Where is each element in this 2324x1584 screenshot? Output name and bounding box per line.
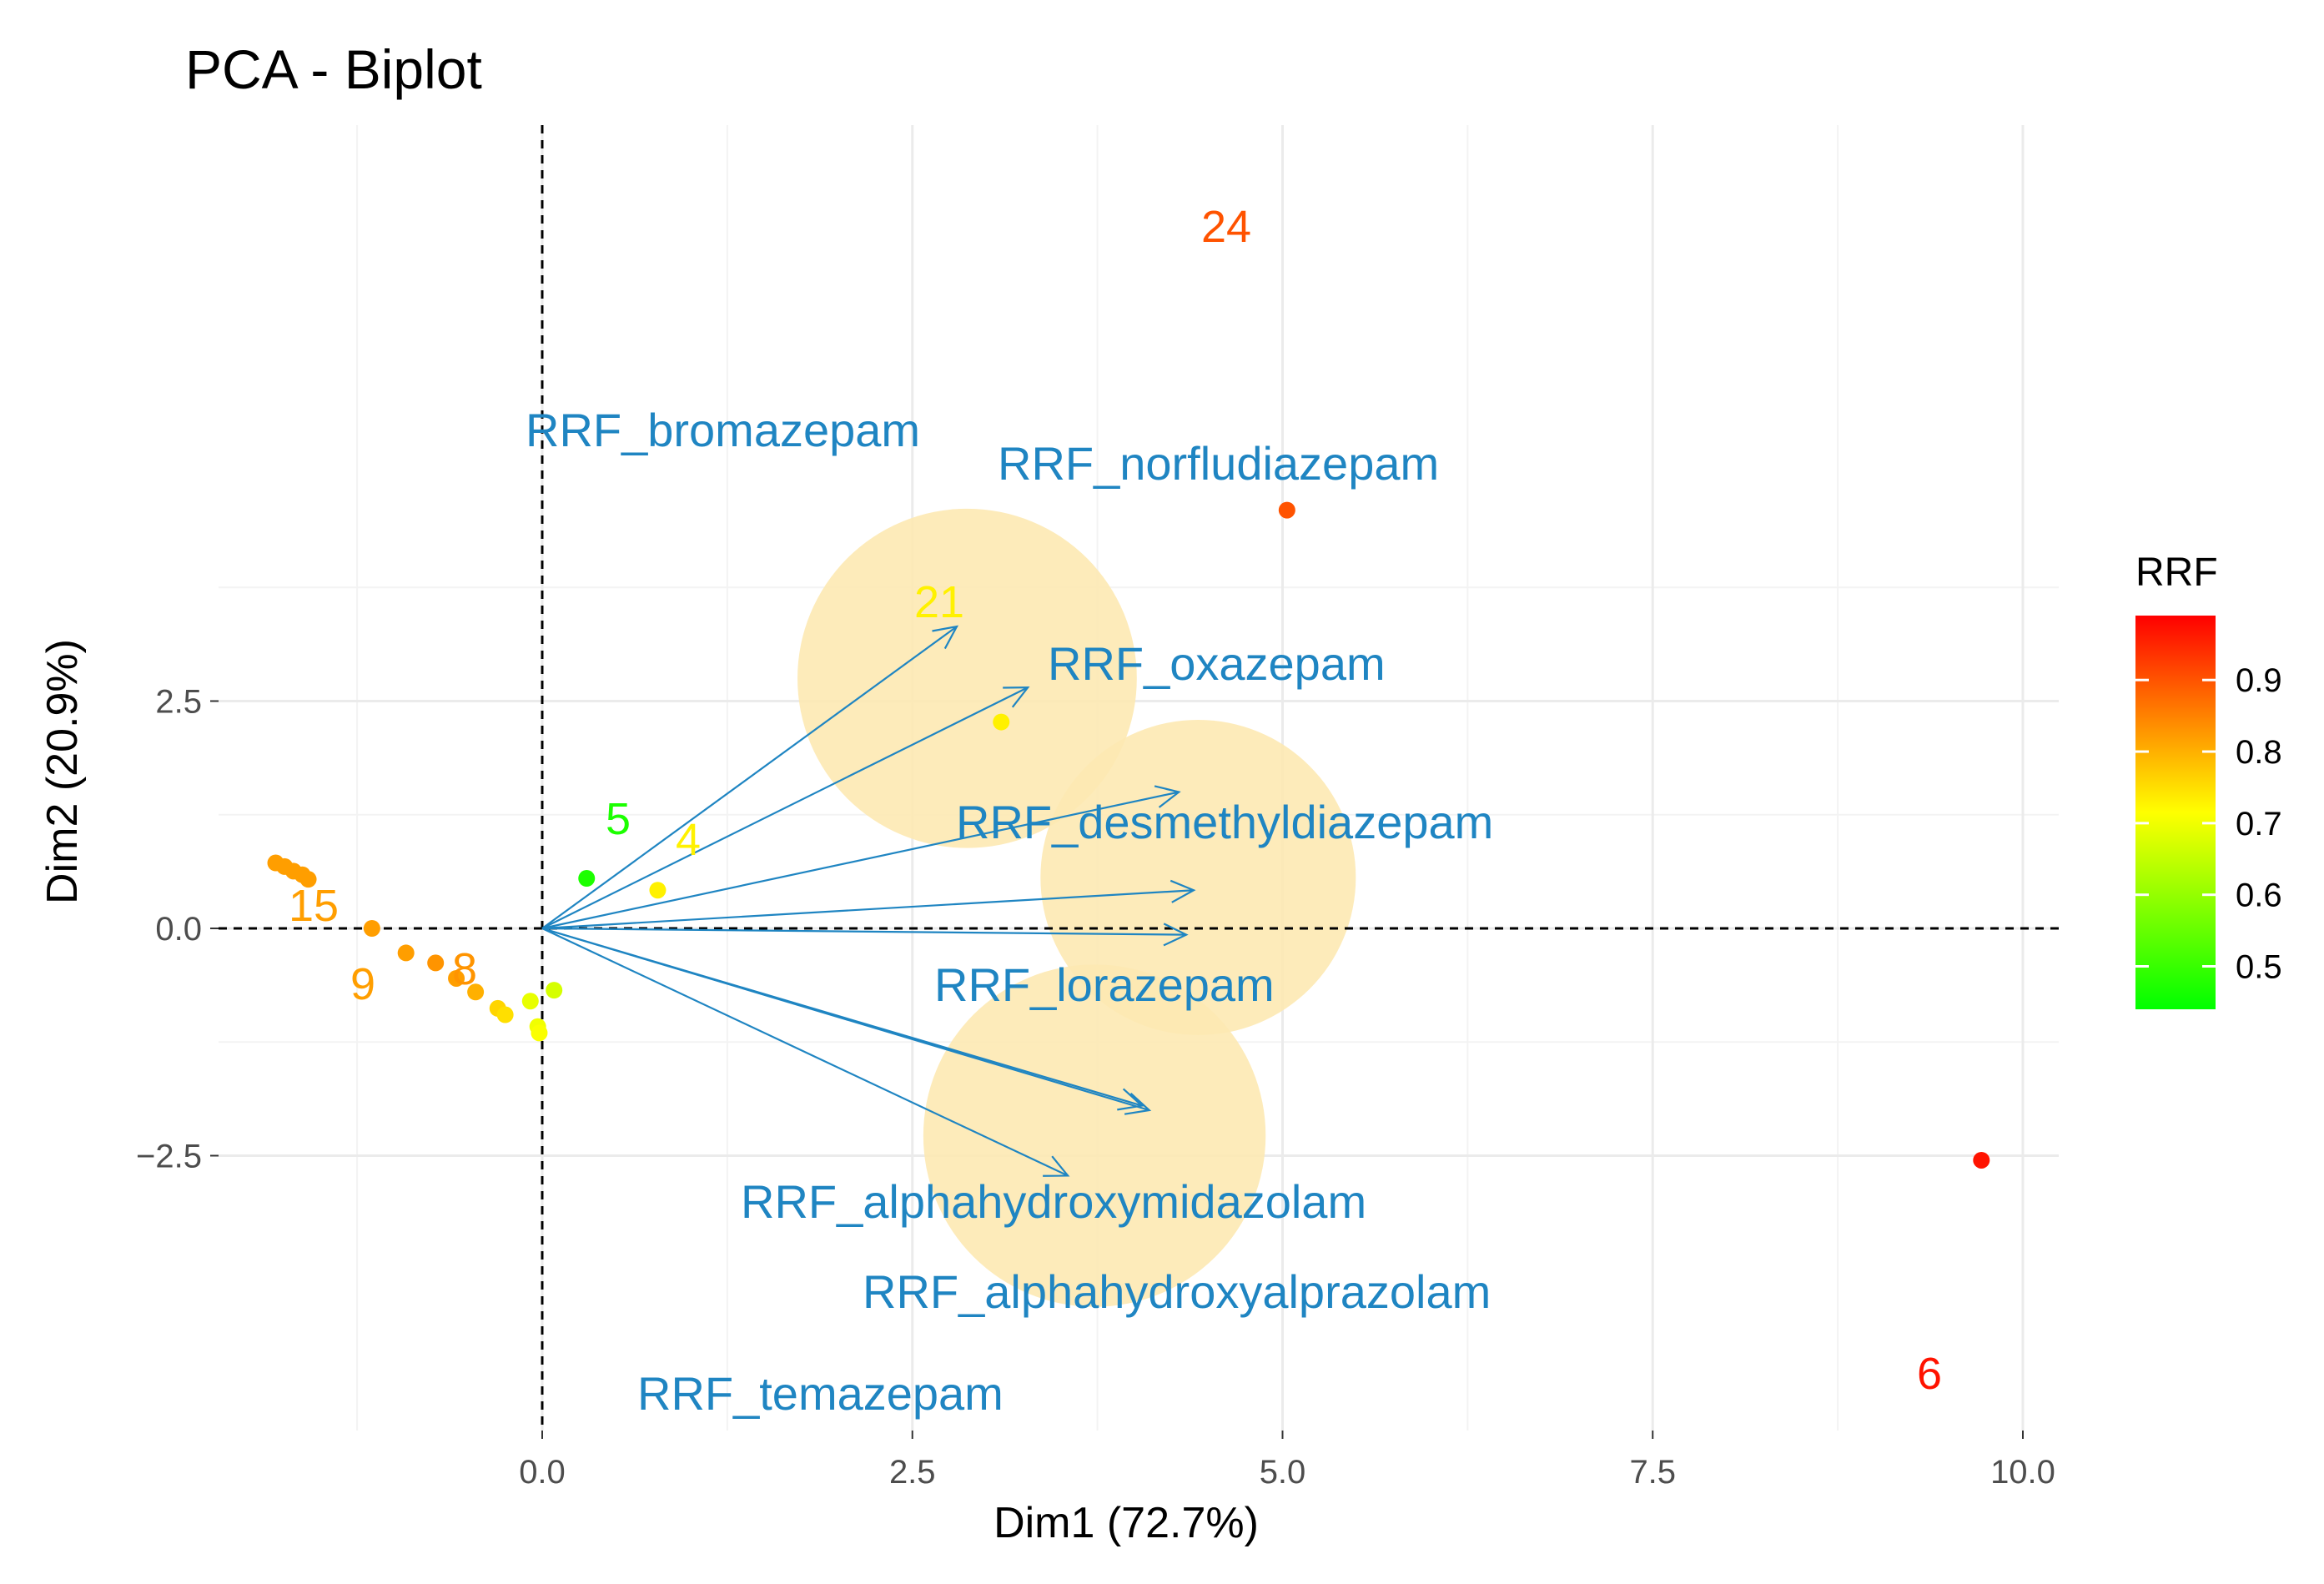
x-axis-ticks: 0.0 2.5 5.0 7.5 10.0	[519, 1431, 2055, 1491]
point-9	[397, 944, 415, 962]
point-label-4: 4	[676, 815, 701, 865]
legend-tick-label: 0.5	[2236, 949, 2282, 986]
arrow-RRF_temazepam	[541, 928, 1069, 1177]
point-8	[427, 954, 445, 972]
arrow-RRF_lorazepam	[541, 927, 1187, 936]
arrowhead-RRF_bromazepam	[932, 625, 959, 650]
y-axis-title: Dim2 (20.9%)	[38, 639, 87, 904]
arrowhead-RRF_desmethyldiazepam	[1170, 879, 1196, 903]
x-tick-label: 0.0	[519, 1454, 566, 1491]
y-axis-ticks: 2.5 0.0 −2.5	[136, 684, 219, 1175]
color-legend: RRF 0.9 0.8 0.7 0.6 0.5	[2135, 551, 2282, 1009]
arrow-RRF_alphahydroxyalprazolam	[541, 927, 1150, 1112]
x-tick-label: 7.5	[1629, 1454, 1676, 1491]
point	[448, 969, 465, 987]
arrowhead-RRF_lorazepam	[1163, 923, 1189, 947]
chart-title: PCA - Biplot	[185, 38, 482, 100]
legend-title: RRF	[2135, 551, 2218, 595]
point-label-6: 6	[1917, 1349, 1942, 1399]
variable-labels: RRF_bromazepam RRF_norfludiazepam RRF_oxaz…	[526, 404, 1493, 1420]
arrow-RRF_bromazepam	[541, 626, 958, 929]
arrow-RRF_desmethyldiazepam	[541, 889, 1195, 930]
y-tick-label: 2.5	[155, 684, 202, 721]
x-tick-label: 2.5	[889, 1454, 936, 1491]
variable-label-RRF_lorazepam: RRF_lorazepam	[934, 958, 1275, 1011]
point	[496, 1006, 514, 1023]
point-label-15: 15	[289, 881, 339, 931]
point-label-9: 9	[350, 959, 375, 1009]
highlight-circle	[1040, 719, 1356, 1035]
point-15	[363, 920, 380, 937]
highlight-circle	[797, 508, 1137, 848]
legend-colorbar	[2135, 616, 2216, 1009]
point	[531, 1024, 548, 1042]
arrowhead-RRF_oxazepam	[1154, 785, 1181, 808]
point-5	[578, 870, 596, 888]
point-label-24: 24	[1201, 202, 1251, 252]
legend-tick-label: 0.9	[2236, 662, 2282, 699]
point	[299, 871, 317, 888]
highlight-circle	[923, 964, 1266, 1307]
variable-arrows	[541, 625, 1196, 1177]
individual-points	[267, 501, 1990, 1169]
point	[546, 982, 563, 999]
point-4	[649, 882, 667, 899]
variable-label-RRF_bromazepam: RRF_bromazepam	[526, 404, 920, 456]
arrowhead-RRF_norfludiazepam	[1003, 686, 1030, 708]
point-label-8: 8	[452, 944, 477, 994]
legend-ticks: 0.9 0.8 0.7 0.6 0.5	[2135, 662, 2282, 986]
individual-labels: 24 21 5 4 159 8 6	[289, 202, 1942, 1399]
arrow-RRF_oxazepam	[541, 791, 1180, 930]
point-6	[1973, 1151, 1990, 1169]
legend-tick-label: 0.8	[2236, 734, 2282, 771]
x-tick-label: 10.0	[1990, 1454, 2055, 1491]
arrowhead-RRF_temazepam	[1043, 1155, 1070, 1177]
point-21	[993, 713, 1010, 731]
variable-label-RRF_desmethyldiazepam: RRF_desmethyldiazepam	[956, 796, 1493, 848]
variable-label-RRF_norfludiazepam: RRF_norfludiazepam	[998, 437, 1439, 490]
y-tick-label: 0.0	[155, 911, 202, 948]
arrowhead-RRF_alphahydroxyalprazolam	[1124, 1092, 1152, 1115]
point-label-5: 5	[606, 794, 631, 844]
y-tick-label: −2.5	[136, 1139, 202, 1175]
legend-tick-label: 0.7	[2236, 806, 2282, 842]
point	[521, 993, 539, 1010]
variable-label-RRF_alphahydroxymidazolam: RRF_alphahydroxymidazolam	[741, 1175, 1366, 1228]
arrowhead-RRF_alphahydroxymidazolam	[1117, 1088, 1144, 1111]
variable-label-RRF_temazepam: RRF_temazepam	[637, 1367, 1004, 1420]
point	[467, 983, 485, 1001]
highlight-circles	[797, 508, 1356, 1307]
point-24	[1278, 501, 1295, 519]
x-tick-label: 5.0	[1260, 1454, 1306, 1491]
point-label-21: 21	[914, 577, 964, 627]
x-axis-title: Dim1 (72.7%)	[993, 1499, 1259, 1547]
variable-label-RRF_oxazepam: RRF_oxazepam	[1048, 637, 1386, 690]
reference-lines	[219, 125, 2059, 1431]
variable-label-RRF_alphahydroxyalprazolam: RRF_alphahydroxyalprazolam	[863, 1265, 1491, 1318]
plot-panel: RRF_bromazepam RRF_norfludiazepam RRF_oxaz…	[219, 125, 2059, 1431]
arrow-RRF_norfludiazepam	[541, 686, 1029, 929]
legend-tick-label: 0.6	[2236, 877, 2282, 914]
